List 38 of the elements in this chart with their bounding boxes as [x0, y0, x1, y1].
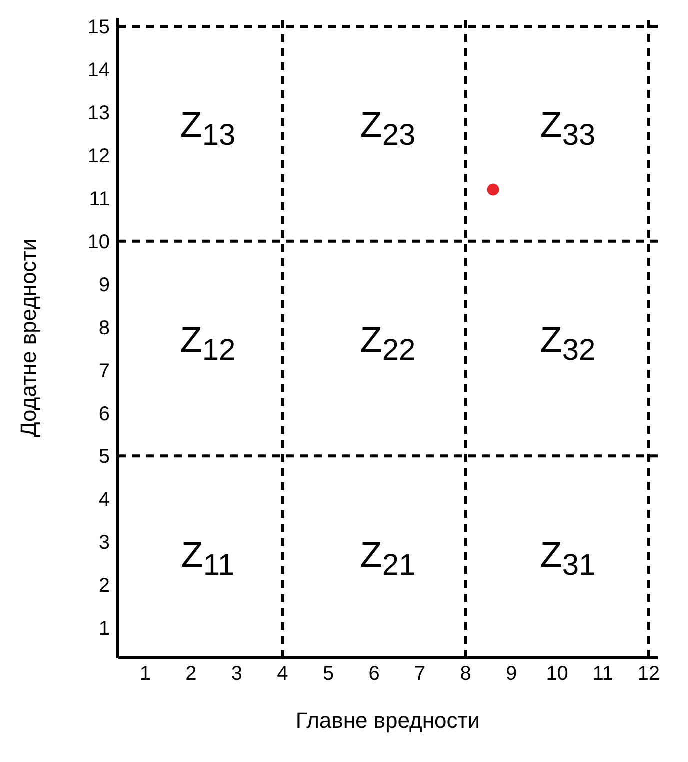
- x-tick-label: 6: [368, 663, 380, 686]
- y-tick-label: 5: [98, 446, 110, 468]
- annotation: Z$_{11}$: [180, 533, 236, 584]
- x-tick-label: 11: [592, 663, 614, 686]
- x-tick-label: 10: [546, 663, 568, 686]
- y-tick-label: 10: [88, 231, 110, 254]
- annotation: Z$_{32}$: [539, 318, 597, 370]
- y-axis-title: Додатне вредности: [16, 238, 41, 438]
- y-tick-label: 1: [98, 618, 110, 640]
- x-tick-label: 4: [277, 663, 288, 686]
- annotation: Z$_{12}$: [179, 318, 237, 370]
- x-tick-label: 3: [231, 663, 243, 686]
- y-tick-label: 6: [98, 403, 110, 426]
- x-tick-label: 7: [414, 663, 426, 686]
- annotation: Z$_{23}$: [359, 103, 417, 154]
- y-tick-label: 9: [98, 274, 110, 296]
- annotation: Z$_{13}$: [179, 103, 237, 154]
- y-tick-label: 15: [88, 16, 110, 39]
- x-tick-label: 12: [638, 663, 660, 686]
- annotation: Z$_{21}$: [359, 533, 417, 584]
- x-tick-label: 2: [186, 663, 197, 686]
- y-tick-label: 13: [88, 102, 110, 125]
- y-tick-label: 3: [98, 532, 110, 554]
- y-tick-label: 4: [98, 489, 110, 512]
- y-tick-label: 11: [89, 188, 110, 211]
- annotation: Z$_{33}$: [539, 103, 597, 154]
- annotation: Z$_{31}$: [539, 533, 597, 584]
- y-tick-label: 7: [98, 360, 110, 382]
- x-tick-label: 9: [506, 663, 518, 686]
- annotation: Z$_{22}$: [359, 318, 417, 370]
- x-axis-title: Главне вредности: [296, 708, 480, 733]
- y-tick-label: 8: [98, 317, 110, 340]
- x-tick-label: 8: [460, 663, 472, 686]
- x-tick-label: 5: [322, 663, 334, 686]
- y-tick-label: 2: [98, 575, 110, 598]
- y-tick-label: 12: [88, 146, 110, 168]
- x-tick-label: 1: [140, 663, 152, 686]
- y-tick-label: 14: [88, 60, 110, 82]
